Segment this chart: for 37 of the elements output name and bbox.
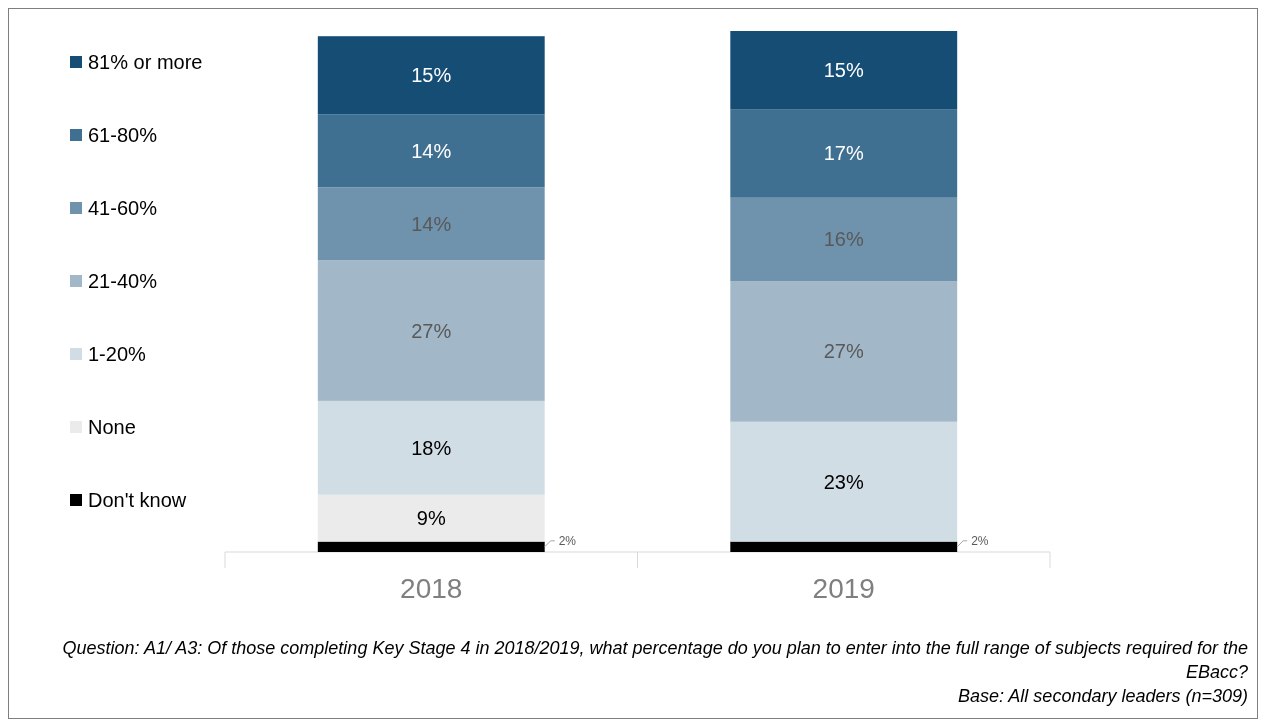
legend-label: Don't know [88,489,187,511]
bar [730,281,958,422]
bar [317,36,545,115]
text: Question: A1/ A3: Of those completing Key Stage 4 in 2018/2019, what percentage do you plan to enter into the full range of subjects required for the EBacc? [62,638,1248,683]
data-label: 2% [971,533,989,548]
data-label: 27% [823,340,864,363]
x-tick-label: 2019 [812,572,875,604]
data-label: 16% [823,228,864,251]
legend-label: 41-60% [88,197,158,219]
bar [317,541,545,552]
bar [317,494,545,542]
bar [317,400,545,495]
data-label: 18% [411,436,452,459]
bar [317,114,545,188]
data-label: 17% [823,142,864,165]
data-label: 14% [411,212,452,235]
legend-label: 1-20% [88,343,147,365]
legend-label: 21-40% [88,270,158,292]
legend-label: 81% or more [88,51,203,73]
bar [317,260,545,401]
data-label: 15% [411,64,452,87]
legend-label: None [88,416,136,438]
data-label: 14% [411,139,452,162]
legend-label: 61-80% [88,124,158,146]
bar [730,541,958,552]
bar [730,109,958,198]
x-tick-label: 2018 [400,572,463,604]
data-label: 15% [823,59,864,82]
bar [317,187,545,261]
data-label: 27% [411,319,452,342]
bar [730,421,958,542]
data-label: 23% [823,470,864,493]
data-label: 2% [558,533,577,548]
data-label: 9% [416,507,446,530]
bar [730,197,958,282]
text: Base: All secondary leaders (n=309) [958,686,1248,707]
bar [730,31,958,110]
